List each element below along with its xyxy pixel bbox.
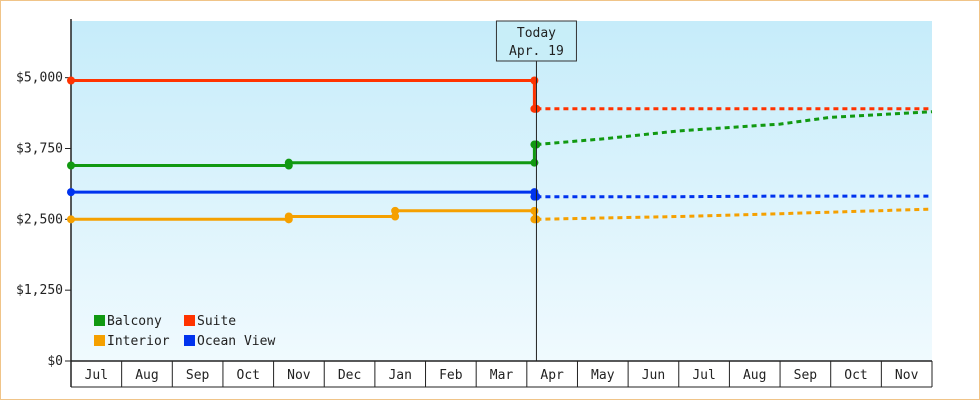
y-tick-label: $1,250: [16, 283, 63, 298]
legend-label: Balcony: [107, 314, 162, 329]
y-tick-label: $3,750: [16, 142, 63, 157]
forecast-line: [536, 110, 933, 146]
x-tick-label: May: [591, 368, 615, 383]
today-marker: Today Apr. 19: [495, 20, 577, 361]
x-tick-label: Nov: [895, 368, 919, 383]
today-box: [495, 20, 577, 62]
x-tick-label: Mar: [490, 368, 514, 383]
x-tick-label: Jul: [692, 368, 715, 383]
legend-swatch: [94, 315, 105, 326]
today-date: Apr. 19: [509, 44, 564, 59]
forecast-line: [536, 194, 932, 199]
x-tick-label: Oct: [844, 368, 867, 383]
data-point: [67, 161, 75, 170]
legend-swatch: [94, 335, 105, 346]
y-tick-label: $2,500: [16, 212, 63, 227]
series-lines: [67, 76, 933, 224]
x-tick-label: Aug: [743, 368, 766, 383]
today-label: Today: [517, 26, 556, 41]
x-tick-label: Apr: [540, 368, 564, 383]
x-tick-label: Jul: [85, 368, 108, 383]
data-point: [530, 206, 539, 215]
legend-label: Suite: [197, 314, 236, 329]
series-suite: [67, 76, 932, 113]
x-tick-label: Nov: [287, 368, 311, 383]
legend-label: Interior: [107, 334, 170, 349]
data-point: [284, 158, 293, 167]
data-point: [67, 76, 75, 85]
y-tick-label: $0: [47, 354, 63, 369]
x-tick-label: Sep: [794, 368, 818, 383]
y-tick-label: $5,000: [16, 71, 63, 86]
legend-swatch: [184, 315, 195, 326]
x-tick-label: Oct: [237, 368, 260, 383]
data-point: [284, 212, 293, 221]
legend-swatch: [184, 335, 195, 346]
legend-label: Ocean View: [197, 334, 275, 349]
data-point: [530, 158, 539, 167]
series-interior: [67, 206, 933, 224]
axes: $0 $1,250 $2,500 $3,750 $5,000 Jul Aug Sep Oct No…: [16, 19, 933, 388]
data-point: [530, 76, 539, 85]
x-tick-label: Feb: [439, 368, 463, 383]
forecast-line: [536, 207, 933, 221]
data-point: [391, 212, 400, 221]
data-point: [67, 188, 75, 197]
legend: Balcony Suite Interior Ocean View: [94, 314, 275, 349]
x-tick-label: Aug: [135, 368, 158, 383]
x-tick-label: Jan: [388, 368, 411, 383]
x-tick-label: Dec: [338, 368, 361, 383]
x-tick-label: Sep: [186, 368, 210, 383]
data-point: [67, 215, 75, 224]
x-tick-label: Jun: [642, 368, 665, 383]
data-point: [391, 206, 400, 215]
